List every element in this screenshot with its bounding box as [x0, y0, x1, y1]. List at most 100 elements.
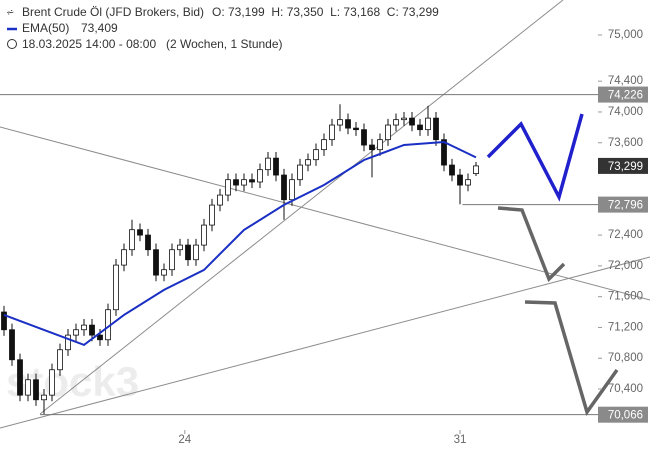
period: 18.03.2025 14:00 - 08:00 — [22, 37, 156, 51]
candle-body — [369, 144, 375, 151]
candle-body — [209, 204, 215, 226]
y-tick-label: 70,800 — [608, 352, 643, 364]
y-tick-label: 70,400 — [608, 383, 643, 395]
y-axis: 75,000 74,400 74,000 73,600 72,400 72,000 71,6… — [178, 29, 648, 446]
price-marker — [598, 406, 648, 423]
candle-body — [393, 119, 399, 126]
y-tick-label: 72,400 — [608, 229, 643, 241]
price-marker — [598, 86, 648, 103]
candle-body — [273, 157, 279, 176]
candle-body — [41, 394, 47, 401]
price-marker-label: 70,066 — [608, 410, 643, 422]
symbol-icon: ⩫ — [6, 8, 14, 19]
ema-line — [3, 140, 477, 347]
candle-body — [305, 159, 311, 166]
price-marker — [598, 196, 648, 213]
candle-body — [465, 179, 471, 186]
candle-body — [129, 229, 135, 251]
candle-body — [153, 249, 159, 276]
candle-body — [81, 324, 87, 331]
y-tick-label: 71,200 — [608, 321, 643, 333]
candle-body — [33, 379, 39, 401]
candle-body — [409, 117, 415, 126]
plot — [0, 94, 598, 416]
candle-body — [185, 244, 191, 261]
projection-path — [497, 206, 566, 283]
candle-body — [73, 329, 79, 336]
price-marker-label: 72,796 — [608, 200, 643, 212]
projection-path — [524, 300, 619, 416]
candle-body — [433, 117, 439, 141]
candle-body — [57, 349, 63, 371]
candle-body — [49, 369, 55, 396]
candle-body — [89, 324, 95, 336]
candle-body — [281, 174, 287, 201]
trend-line — [0, 126, 650, 301]
candle-body — [17, 359, 23, 396]
candle-body — [201, 224, 207, 246]
candle-body — [337, 119, 343, 126]
projection-path — [486, 113, 584, 202]
candle-body — [113, 264, 119, 311]
candle-body — [345, 119, 351, 129]
candle-body — [241, 179, 247, 186]
candle-body — [97, 334, 103, 341]
candle-body — [121, 249, 127, 266]
candle-body — [145, 234, 151, 251]
y-tick-label: 71,600 — [608, 291, 643, 303]
candle-body — [361, 129, 367, 146]
price-marker-label: 74,226 — [608, 90, 643, 102]
legend-value: 73,409 — [81, 21, 118, 35]
candle-body — [289, 179, 295, 201]
candle-body — [473, 165, 479, 175]
candle-body — [297, 164, 303, 181]
price-marker — [598, 157, 648, 174]
candle-body — [249, 179, 255, 183]
candle-body — [9, 329, 15, 361]
candle-body — [441, 139, 447, 166]
legend-label: EMA(50) — [22, 21, 69, 35]
ohlc-values: O: 73,199 H: 73,350 L: 73,168 C: 73,299 — [212, 5, 439, 19]
y-tick-label: 74,000 — [608, 106, 643, 118]
candle-body — [25, 379, 31, 396]
instrument-title: Brent Crude Öl (JFD Brokers, Bid) — [22, 5, 204, 19]
candle-body — [425, 117, 431, 131]
candle-body — [193, 244, 199, 261]
y-tick-label: 72,000 — [608, 260, 643, 272]
x-tick-label: 31 — [454, 434, 467, 446]
candle-body — [457, 174, 463, 186]
candle-body — [233, 179, 239, 186]
candle-body — [265, 157, 271, 171]
candle-body — [313, 149, 319, 161]
candle-body — [385, 124, 391, 141]
candle-body — [169, 249, 175, 271]
y-tick-label: 74,400 — [608, 75, 643, 87]
candle-body — [401, 117, 407, 121]
candle-body — [225, 179, 231, 196]
candle-body — [377, 139, 383, 151]
candle-body — [353, 127, 359, 131]
timeframe: (2 Wochen, 1 Stunde) — [166, 37, 283, 51]
x-tick-label: 24 — [178, 434, 191, 446]
header: ⩫ Brent Crude Öl (JFD Brokers, Bid) O: 7… — [6, 5, 439, 51]
price-marker-label: 73,299 — [608, 161, 643, 173]
candle-body — [449, 164, 455, 176]
candle-body — [329, 124, 335, 141]
projections — [486, 113, 619, 416]
y-tick-label: 75,000 — [608, 29, 643, 41]
candle-body — [177, 244, 183, 251]
candle-body — [161, 269, 167, 276]
candle-body — [217, 194, 223, 206]
y-tick-label: 73,600 — [608, 137, 643, 149]
candle-body — [65, 334, 71, 351]
candle-body — [417, 124, 423, 131]
candle-body — [1, 311, 7, 331]
candle-body — [321, 139, 327, 151]
trend-line — [0, 256, 650, 429]
candle-body — [137, 229, 143, 236]
clock-icon — [7, 39, 17, 49]
trend-lines — [0, 0, 650, 429]
